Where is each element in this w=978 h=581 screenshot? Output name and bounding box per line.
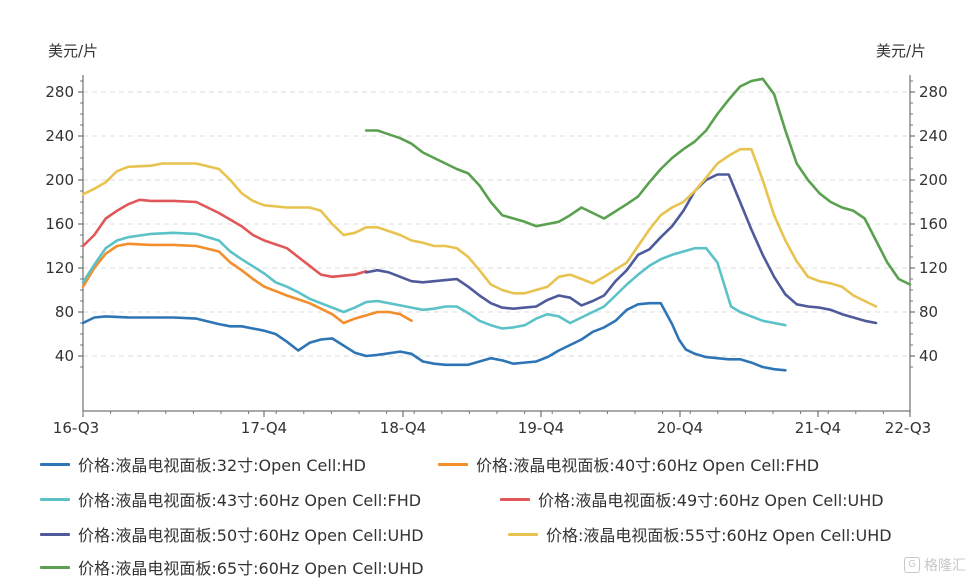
y-tick-label-right: 40 <box>919 347 938 365</box>
watermark-text: 格隆汇 <box>924 558 966 574</box>
legend-swatch <box>40 462 70 466</box>
y-tick-label-right: 240 <box>919 127 948 145</box>
legend-swatch <box>40 532 70 536</box>
legend-item-65-uhd[interactable]: 价格:液晶电视面板:65寸:60Hz Open Cell:UHD <box>40 555 424 579</box>
y-tick-label-right: 80 <box>919 303 938 321</box>
y-tick-label-right: 280 <box>919 83 948 101</box>
y-tick-label-right: 200 <box>919 171 948 189</box>
legend-swatch <box>438 462 468 466</box>
y-unit-right: 美元/片 <box>876 42 926 60</box>
legend-label: 价格:液晶电视面板:55寸:60Hz Open Cell:UHD <box>546 526 892 545</box>
legend-item-32-hd[interactable]: 价格:液晶电视面板:32寸:Open Cell:HD <box>40 452 366 476</box>
series-line-1 <box>81 242 413 325</box>
watermark: G 格隆汇 <box>904 555 966 575</box>
y-tick-label-left: 240 <box>45 127 74 145</box>
x-tick-label: 18-Q4 <box>380 419 426 437</box>
legend-item-40-fhd[interactable]: 价格:液晶电视面板:40寸:60Hz Open Cell:FHD <box>438 452 819 476</box>
legend-swatch <box>508 532 538 536</box>
glh-logo-icon: G <box>904 557 920 573</box>
line-chart: 40 40 80 80 120 120 160 160 200 200 240 240 280 280 美元… <box>45 42 948 437</box>
legend-label: 价格:液晶电视面板:65寸:60Hz Open Cell:UHD <box>78 559 424 578</box>
series-line-2 <box>81 231 787 330</box>
legend-label: 价格:液晶电视面板:49寸:60Hz Open Cell:UHD <box>538 491 884 510</box>
series-line-0 <box>81 301 787 372</box>
y-unit-left: 美元/片 <box>48 42 98 60</box>
legend-item-55-uhd[interactable]: 价格:液晶电视面板:55寸:60Hz Open Cell:UHD <box>508 522 892 546</box>
legend-item-43-fhd[interactable]: 价格:液晶电视面板:43寸:60Hz Open Cell:FHD <box>40 487 421 511</box>
legend-label: 价格:液晶电视面板:32寸:Open Cell:HD <box>78 456 367 475</box>
x-tick-label: 20-Q4 <box>657 419 703 437</box>
series-line-3 <box>81 198 368 279</box>
legend-label: 价格:液晶电视面板:50寸:60Hz Open Cell:UHD <box>78 526 424 545</box>
y-tick-label-left: 160 <box>45 215 74 233</box>
y-tick-label-left: 200 <box>45 171 74 189</box>
legend-label: 价格:液晶电视面板:40寸:60Hz Open Cell:FHD <box>476 456 820 475</box>
legend-swatch <box>40 565 70 569</box>
x-tick-label: 22-Q3 <box>885 419 931 437</box>
y-tick-label-right: 160 <box>919 215 948 233</box>
y-tick-label-right: 120 <box>919 259 948 277</box>
legend-swatch <box>500 497 530 501</box>
y-tick-label-left: 120 <box>45 259 74 277</box>
legend-label: 价格:液晶电视面板:43寸:60Hz Open Cell:FHD <box>78 491 422 510</box>
y-tick-label-left: 80 <box>55 303 74 321</box>
series-line-6 <box>364 77 912 286</box>
x-tick-label: 19-Q4 <box>518 419 564 437</box>
legend-item-50-uhd[interactable]: 价格:液晶电视面板:50寸:60Hz Open Cell:UHD <box>40 522 424 546</box>
legend-item-49-uhd[interactable]: 价格:液晶电视面板:49寸:60Hz Open Cell:UHD <box>500 487 884 511</box>
x-tick-label: 17-Q4 <box>241 419 287 437</box>
y-tick-label-left: 280 <box>45 83 74 101</box>
x-tick-label: 21-Q4 <box>795 419 841 437</box>
series-line-5 <box>81 147 878 308</box>
series-line-4 <box>364 173 878 325</box>
y-tick-label-left: 40 <box>55 347 74 365</box>
x-tick-label: 16-Q3 <box>53 419 99 437</box>
legend-swatch <box>40 497 70 501</box>
